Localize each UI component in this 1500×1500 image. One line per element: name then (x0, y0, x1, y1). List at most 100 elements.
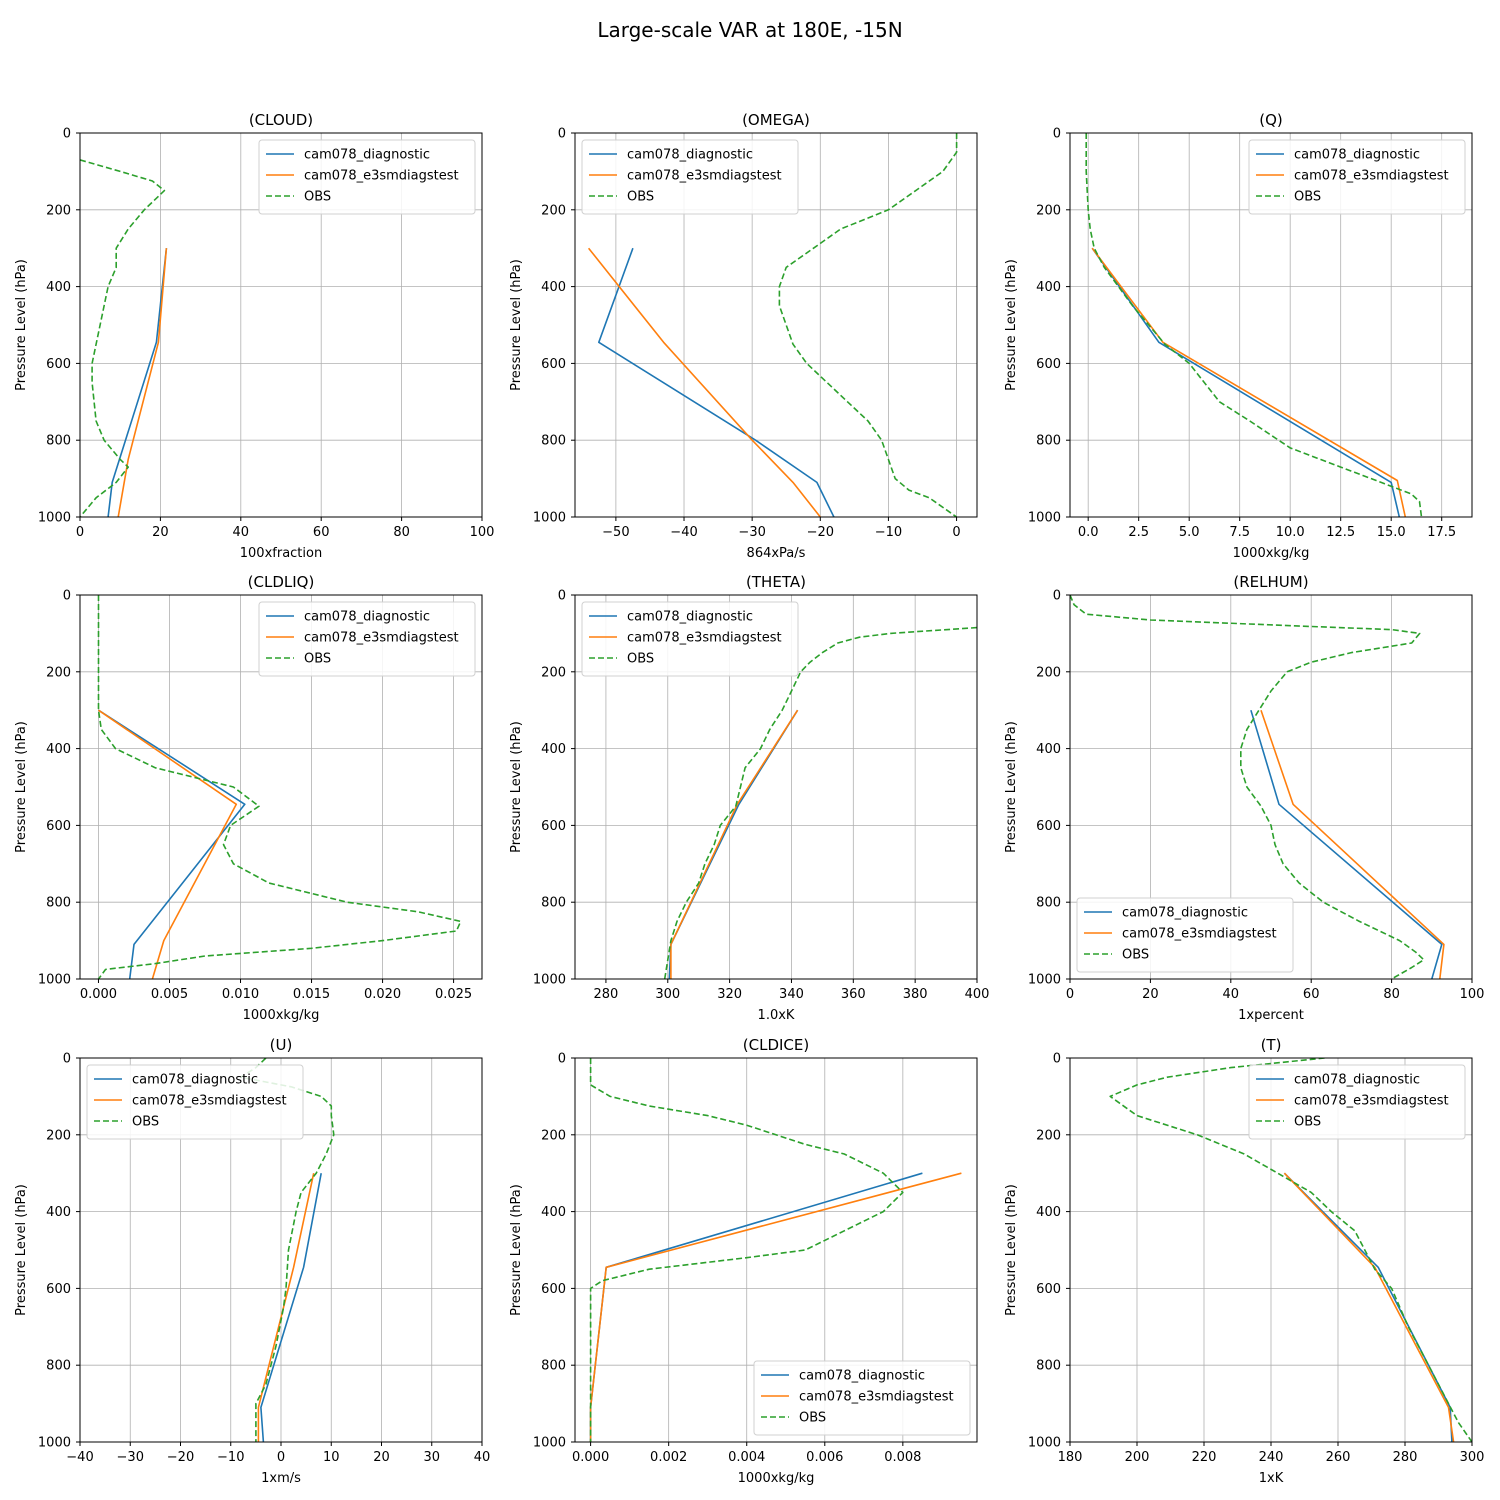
y-tick-label: 1000 (38, 973, 71, 988)
y-tick-label: 1000 (38, 1436, 71, 1451)
y-tick-label: 200 (1036, 1128, 1061, 1143)
legend-label: cam078_diagnostic (132, 1073, 258, 1088)
y-tick-label: 400 (46, 1205, 71, 1220)
legend-label: OBS (627, 190, 654, 205)
x-tick-label: 0.008 (884, 1450, 921, 1465)
axes-frame (574, 132, 978, 518)
legend: cam078_diagnostic cam078_e3smdiagstest OBS (258, 139, 476, 215)
legend-label: cam078_e3smdiagstest (627, 631, 782, 646)
y-tick-label: 400 (46, 742, 71, 757)
x-axis-label: 1000xkg/kg (738, 1471, 815, 1486)
x-tick-label: 10 (323, 1450, 340, 1465)
x-tick-label: 60 (313, 525, 330, 540)
y-axis-label: Pressure Level (hPa) (1004, 1184, 1019, 1316)
legend: cam078_diagnostic cam078_e3smdiagstest OBS (581, 601, 799, 677)
x-axis-label: 864xPa/s (747, 546, 806, 561)
legend-box (1248, 139, 1466, 215)
legend-label: cam078_e3smdiagstest (1122, 927, 1277, 942)
y-axis-label: Pressure Level (hPa) (509, 259, 524, 391)
legend-label: OBS (1122, 948, 1149, 963)
x-tick-label: 12.5 (1326, 525, 1355, 540)
subplot-title: (Q) (1259, 111, 1283, 129)
y-tick-label: 400 (541, 742, 566, 757)
legend-label: cam078_e3smdiagstest (132, 1094, 287, 1109)
legend: cam078_diagnostic cam078_e3smdiagstest OBS (1076, 897, 1294, 973)
legend-box (581, 601, 799, 677)
y-tick-label: 600 (46, 1282, 71, 1297)
y-axis-label: Pressure Level (hPa) (14, 259, 29, 391)
figure-title: Large-scale VAR at 180E, -15N (597, 18, 902, 42)
x-tick-label: −20 (167, 1450, 194, 1465)
x-tick-label: 0.002 (650, 1450, 687, 1465)
subplot-cldice: 0.000 0.002 0.004 0.006 0.008 0 200 400 600 800 10… (509, 1036, 978, 1486)
series-line-obs (80, 159, 166, 517)
legend-box (1076, 897, 1294, 973)
y-tick-label: 600 (541, 819, 566, 834)
legend-label: OBS (304, 190, 331, 205)
x-tick-label: 0.006 (806, 1450, 843, 1465)
series-line-cam078-e3smdiagstest (1283, 1172, 1455, 1442)
series-line-cam078-e3smdiagstest (257, 1173, 315, 1442)
legend: cam078_diagnostic cam078_e3smdiagstest OBS (258, 601, 476, 677)
legend-label: cam078_e3smdiagstest (799, 1390, 954, 1405)
x-tick-label: 240 (1259, 1450, 1284, 1465)
y-axis-label: Pressure Level (hPa) (1004, 721, 1019, 853)
subplot-title: (RELHUM) (1233, 573, 1308, 591)
y-tick-label: 200 (541, 1128, 566, 1143)
x-tick-label: −30 (738, 525, 765, 540)
x-tick-label: 0.000 (572, 1450, 609, 1465)
legend: cam078_diagnostic cam078_e3smdiagstest OBS (753, 1360, 971, 1436)
x-tick-label: 10.0 (1276, 525, 1305, 540)
y-tick-label: 200 (1036, 665, 1061, 680)
legend-label: cam078_diagnostic (1294, 1073, 1420, 1088)
subplot-t: 180 200 220 240 260 280 300 0 200 400 600 800 1000 (T… (1004, 1036, 1484, 1486)
x-tick-label: 280 (594, 987, 619, 1002)
legend-label: cam078_diagnostic (1122, 906, 1248, 921)
legend-label: cam078_e3smdiagstest (627, 169, 782, 184)
legend-label: cam078_e3smdiagstest (1294, 169, 1449, 184)
y-tick-label: 600 (1036, 1282, 1061, 1297)
y-tick-label: 400 (541, 280, 566, 295)
y-tick-label: 200 (1036, 203, 1061, 218)
series-line-obs (778, 133, 958, 517)
axes-frame (574, 594, 978, 980)
y-tick-label: 0 (63, 1052, 71, 1067)
x-tick-label: 300 (655, 987, 680, 1002)
series-line-obs (1085, 133, 1423, 517)
series-line-cam078-diagnostic (597, 247, 835, 517)
y-tick-label: 0 (558, 1052, 566, 1067)
x-axis-label: 1000xkg/kg (243, 1008, 320, 1023)
subplot-title: (T) (1261, 1036, 1282, 1054)
x-tick-label: 60 (1303, 987, 1320, 1002)
legend-label: cam078_e3smdiagstest (304, 631, 459, 646)
x-tick-label: −40 (66, 1450, 93, 1465)
legend-label: cam078_e3smdiagstest (1294, 1094, 1449, 1109)
legend-label: cam078_e3smdiagstest (304, 169, 459, 184)
x-tick-label: 220 (1192, 1450, 1217, 1465)
y-tick-label: 200 (46, 1128, 71, 1143)
legend-label: cam078_diagnostic (1294, 148, 1420, 163)
y-tick-label: 800 (46, 1359, 71, 1374)
y-tick-label: 200 (46, 665, 71, 680)
x-axis-label: 100xfraction (240, 546, 322, 561)
legend-label: OBS (1294, 1115, 1321, 1130)
legend: cam078_diagnostic cam078_e3smdiagstest OBS (1248, 139, 1466, 215)
legend-label: cam078_diagnostic (304, 148, 430, 163)
series-line-obs (97, 595, 462, 979)
x-tick-label: 0 (277, 1450, 285, 1465)
x-tick-label: −10 (217, 1450, 244, 1465)
legend-box (1248, 1064, 1466, 1140)
subplot-title: (CLDLIQ) (248, 573, 315, 591)
y-axis-label: Pressure Level (hPa) (509, 721, 524, 853)
axes-frame (79, 132, 483, 518)
x-tick-label: 400 (965, 987, 990, 1002)
series-line-obs (663, 626, 977, 979)
x-tick-label: 0.004 (728, 1450, 765, 1465)
x-tick-label: 40 (233, 525, 250, 540)
subplot-title: (OMEGA) (742, 111, 810, 129)
y-tick-label: 0 (63, 127, 71, 142)
y-tick-label: 1000 (1028, 511, 1061, 526)
y-tick-label: 600 (46, 819, 71, 834)
y-tick-label: 800 (541, 434, 566, 449)
